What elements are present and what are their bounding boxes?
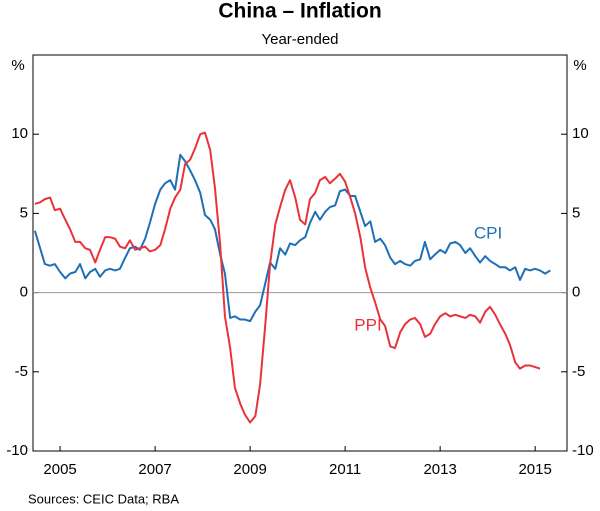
- y-tick-label-right: -5: [572, 363, 585, 380]
- y-tick-label-left: -10: [6, 442, 28, 459]
- y-tick-label-right: 0: [572, 284, 580, 301]
- y-tick-label-right: 10: [572, 125, 589, 142]
- series-label: PPI: [354, 315, 381, 334]
- x-tick-label: 2009: [233, 461, 266, 478]
- x-tick-label: 2011: [329, 461, 361, 478]
- y-tick-label-left: 10: [11, 125, 28, 142]
- y-tick-label-left: 0: [20, 284, 28, 301]
- y-tick-label-right: 5: [572, 204, 580, 221]
- y-unit-right: %: [573, 57, 586, 74]
- source-note: Sources: CEIC Data; RBA: [28, 491, 179, 506]
- y-tick-label-left: 5: [20, 204, 28, 221]
- x-tick-label: 2015: [518, 461, 551, 478]
- series-line: [33, 153, 551, 323]
- y-tick-label-left: -5: [15, 363, 28, 380]
- series-line: [34, 131, 541, 424]
- x-tick-label: 2013: [423, 461, 456, 478]
- series-label: CPI: [474, 223, 502, 242]
- chart-subtitle: Year-ended: [261, 31, 338, 48]
- y-tick-label-right: -10: [572, 442, 594, 459]
- x-tick-label: 2007: [138, 461, 171, 478]
- y-unit-left: %: [11, 57, 24, 74]
- x-tick-label: 2005: [43, 461, 76, 478]
- chart-title: China – Inflation: [218, 0, 381, 23]
- plot-frame: [32, 54, 568, 452]
